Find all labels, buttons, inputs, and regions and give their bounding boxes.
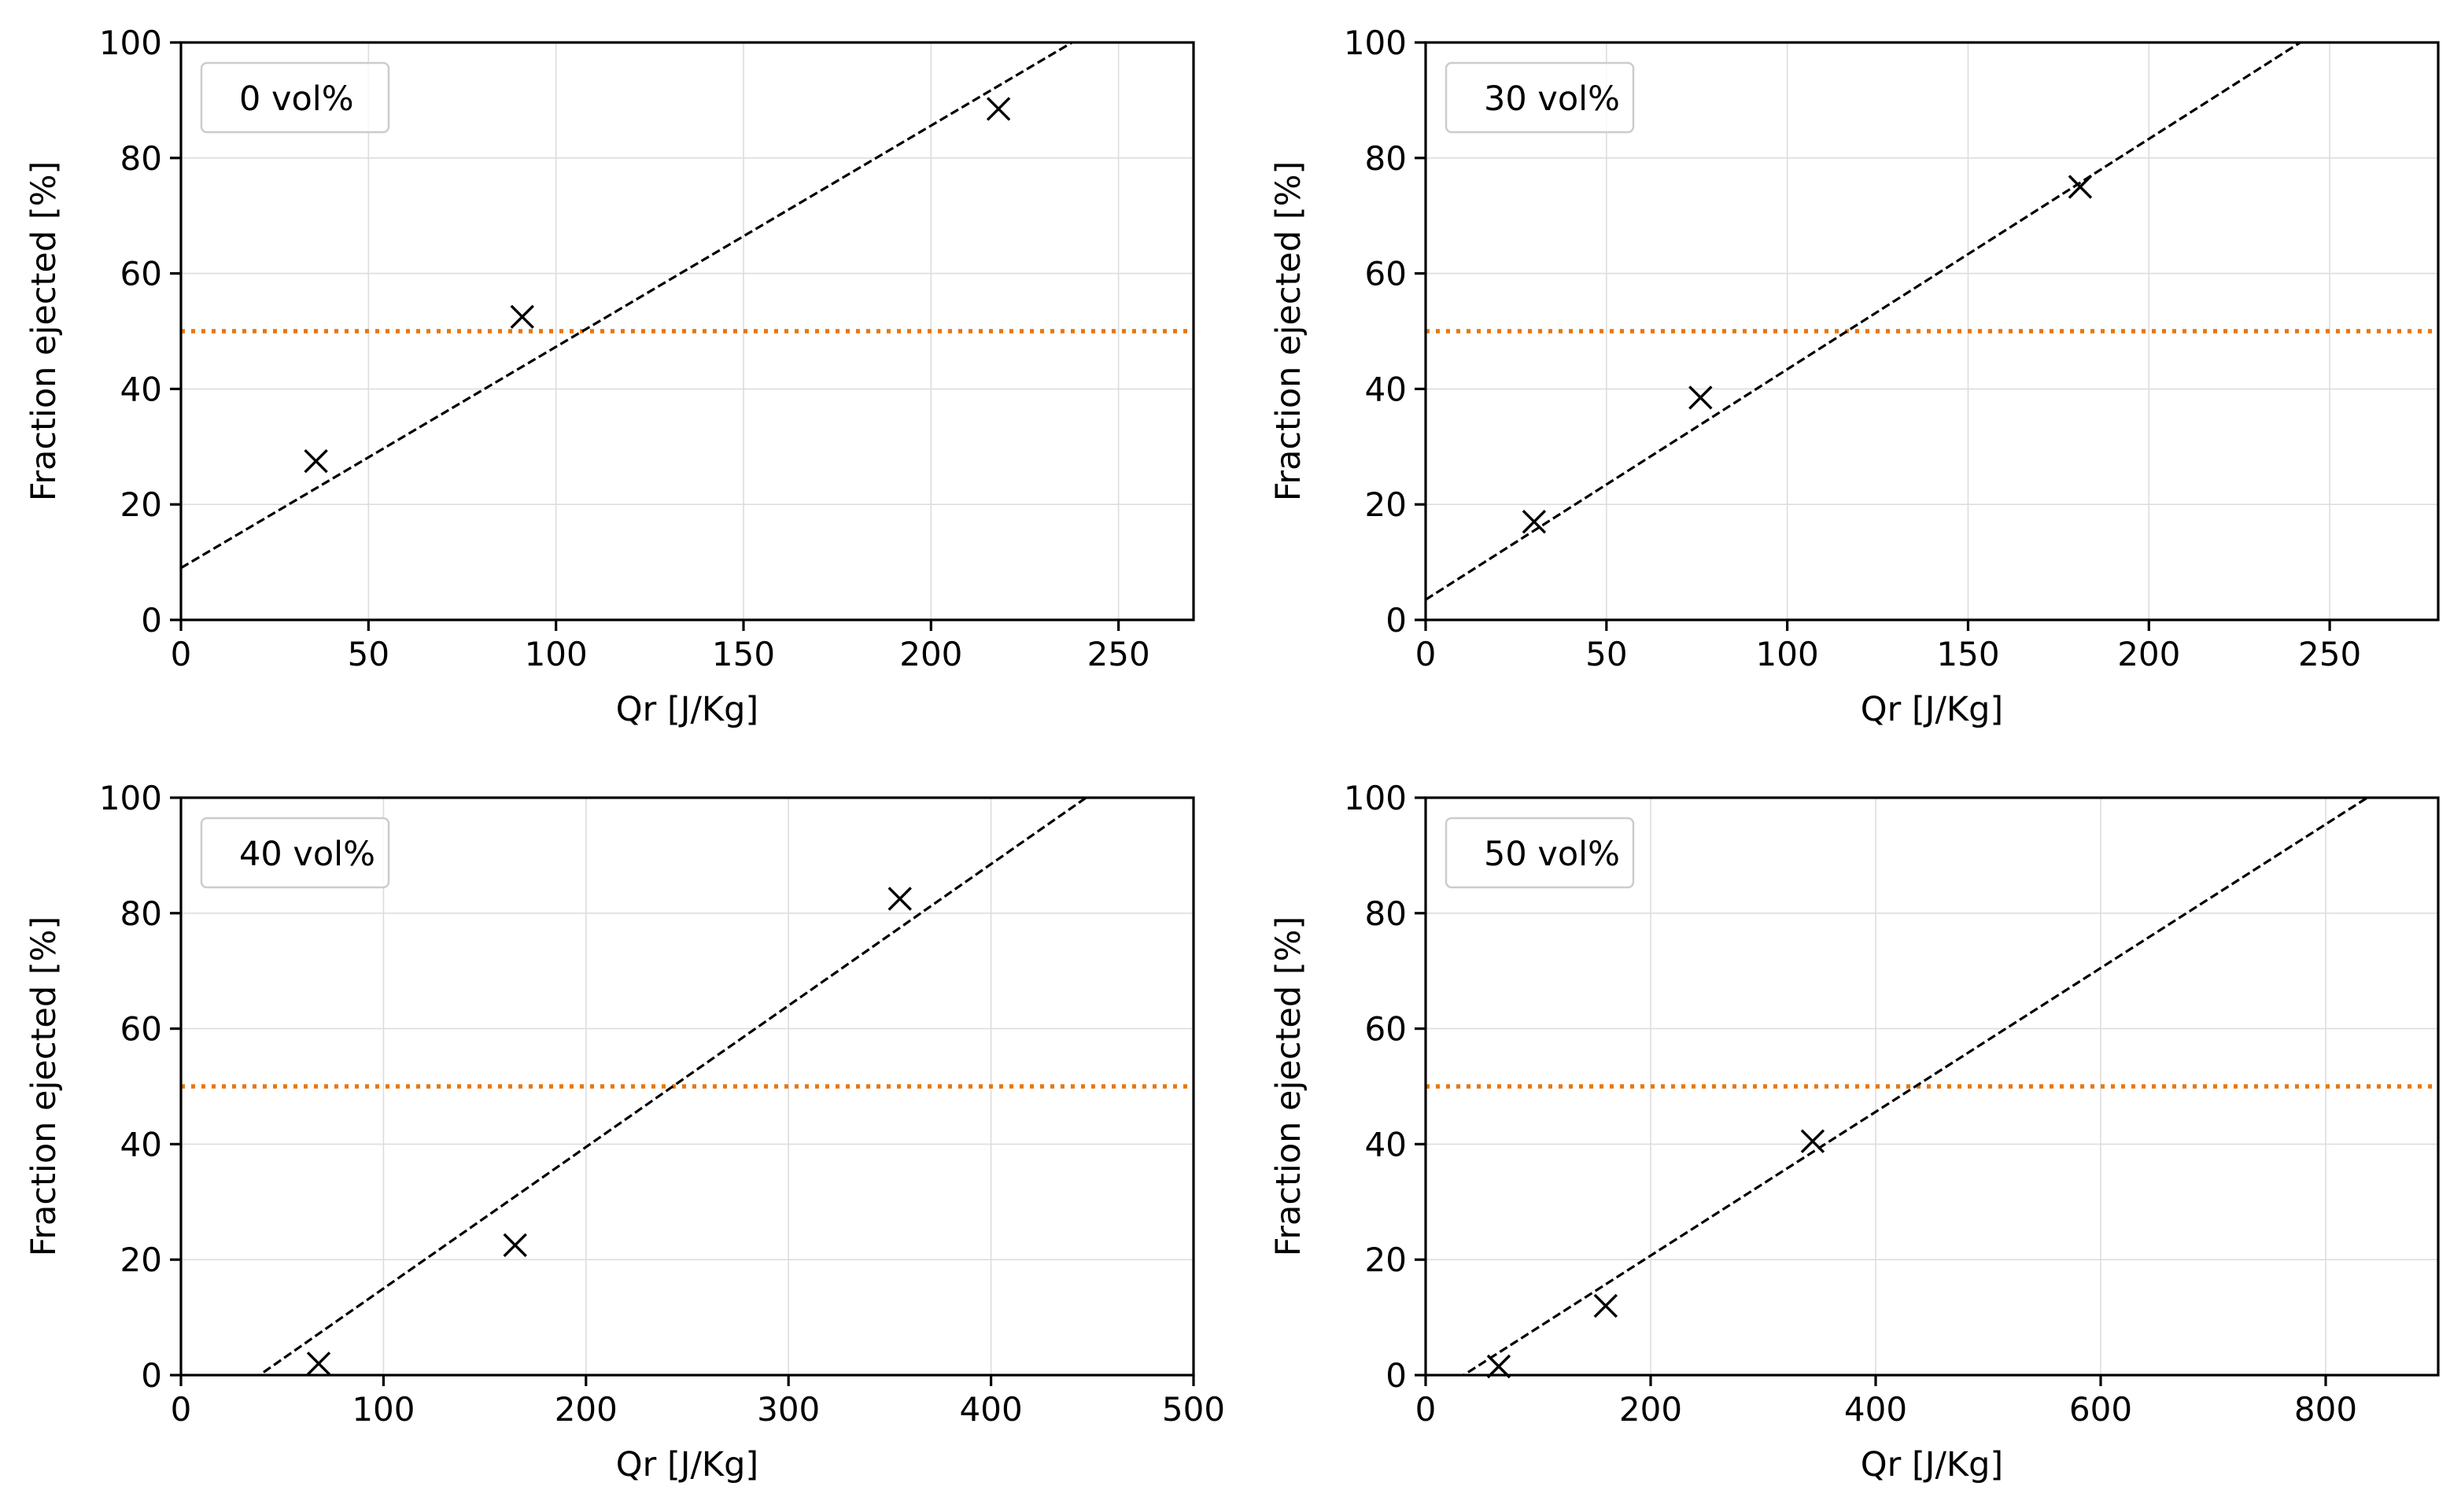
y-tick-label: 100 [99, 779, 162, 817]
x-tick-label: 50 [348, 635, 389, 673]
y-tick-label: 80 [120, 139, 162, 178]
legend-label: 30 vol% [1484, 79, 1620, 119]
x-tick-label: 600 [2069, 1390, 2132, 1429]
legend-label: 0 vol% [239, 79, 354, 119]
data-point [306, 1352, 331, 1376]
legend-label: 40 vol% [239, 835, 375, 874]
y-tick-label: 0 [1386, 1356, 1407, 1395]
y-tick-label: 20 [120, 485, 162, 524]
y-tick-label: 80 [1365, 894, 1407, 933]
x-tick-label: 0 [171, 1390, 192, 1429]
data-point [1486, 1354, 1511, 1379]
x-axis-label: Qr [J/Kg] [616, 690, 758, 729]
data-point [510, 304, 534, 329]
y-tick-label: 20 [1365, 1241, 1407, 1279]
y-tick-label: 40 [120, 370, 162, 408]
data-point [1593, 1293, 1618, 1318]
data-point [304, 448, 328, 474]
data-point [1688, 385, 1713, 410]
x-tick-label: 300 [757, 1390, 820, 1429]
legend-box [200, 817, 390, 889]
fit-line [181, 42, 1075, 570]
x-tick-label: 100 [352, 1390, 415, 1429]
fit-line [1461, 798, 2370, 1375]
y-tick-label: 60 [120, 1010, 162, 1049]
x-axis-label: Qr [J/Kg] [616, 1445, 758, 1484]
y-tick-label: 80 [1365, 139, 1407, 178]
legend-box [200, 61, 390, 134]
y-tick-label: 0 [1386, 601, 1407, 640]
y-tick-label: 0 [141, 601, 162, 640]
legend-label: 50 vol% [1484, 835, 1620, 874]
y-axis-label: Fraction ejected [%] [1269, 916, 1308, 1257]
y-tick-label: 60 [120, 255, 162, 293]
y-tick-label: 40 [120, 1125, 162, 1164]
x-axis-label: Qr [J/Kg] [1861, 1445, 2003, 1484]
x-tick-label: 200 [899, 635, 962, 673]
y-tick-label: 40 [1365, 370, 1407, 408]
y-axis-label: Fraction ejected [%] [24, 161, 64, 502]
x-tick-label: 50 [1585, 635, 1627, 673]
y-tick-label: 20 [1365, 485, 1407, 524]
x-tick-label: 250 [2298, 635, 2361, 673]
x-tick-label: 400 [960, 1390, 1023, 1429]
data-point [503, 1233, 527, 1258]
x-tick-label: 200 [555, 1390, 618, 1429]
fit-line [1426, 42, 2303, 601]
y-tick-label: 100 [1344, 24, 1407, 62]
x-tick-label: 800 [2294, 1390, 2357, 1429]
subplot-2: 0 50 100 150 200 250 0 20 40 60 80 100 Qr [J/Kg] Frac… [1269, 24, 2440, 729]
axes-frame [1424, 41, 2440, 621]
x-tick-label: 0 [1415, 1390, 1437, 1429]
y-tick-label: 80 [120, 894, 162, 933]
y-tick-label: 20 [120, 1241, 162, 1279]
x-tick-label: 200 [2117, 635, 2180, 673]
x-tick-label: 100 [525, 635, 588, 673]
subplot-1: 0 50 100 150 200 250 0 20 40 60 80 100 Qr [J/Kg] Frac… [24, 24, 1195, 729]
x-axis-label: Qr [J/Kg] [1861, 690, 2003, 729]
subplot-3: 0 100 200 300 400 500 0 20 40 60 80 100 Qr [J/Kg] Fra… [24, 779, 1225, 1484]
y-tick-label: 0 [141, 1356, 162, 1395]
axes-frame [179, 41, 1195, 621]
x-tick-label: 200 [1619, 1390, 1682, 1429]
fit-line [257, 798, 1089, 1375]
data-point [887, 887, 912, 911]
y-axis-label: Fraction ejected [%] [1269, 161, 1308, 502]
y-tick-label: 40 [1365, 1125, 1407, 1164]
legend-box [1445, 817, 1635, 889]
data-point [1522, 510, 1547, 534]
data-point [1800, 1129, 1825, 1153]
subplot-4: 0 200 400 600 800 0 20 40 60 80 100 Qr [J/Kg] Fracti… [1269, 779, 2440, 1484]
axes-frame [1424, 796, 2440, 1377]
x-tick-label: 150 [712, 635, 775, 673]
x-tick-label: 500 [1162, 1390, 1225, 1429]
data-point [2068, 175, 2093, 199]
x-tick-label: 400 [1844, 1390, 1907, 1429]
x-tick-label: 0 [171, 635, 192, 673]
x-tick-label: 0 [1415, 635, 1437, 673]
y-tick-label: 100 [99, 24, 162, 62]
x-tick-label: 150 [1936, 635, 1999, 673]
y-axis-label: Fraction ejected [%] [24, 916, 64, 1257]
data-point [986, 97, 1011, 121]
legend-box [1445, 61, 1635, 134]
x-tick-label: 250 [1087, 635, 1150, 673]
y-tick-label: 60 [1365, 1010, 1407, 1049]
y-tick-label: 100 [1344, 779, 1407, 817]
axes-frame [179, 796, 1195, 1377]
y-tick-label: 60 [1365, 255, 1407, 293]
x-tick-label: 100 [1756, 635, 1819, 673]
